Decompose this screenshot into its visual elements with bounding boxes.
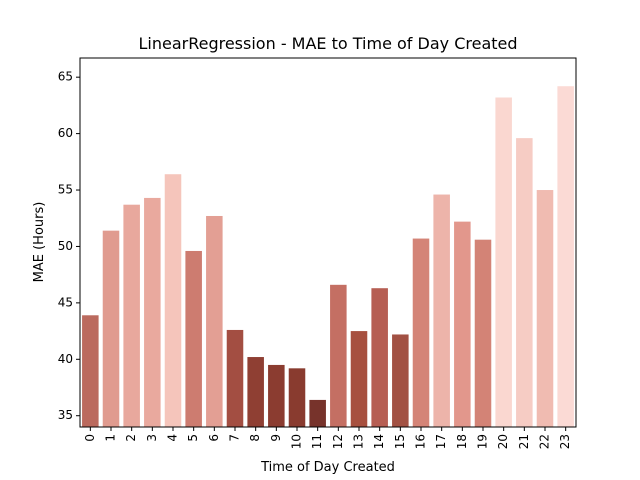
x-tick-label: 23 <box>558 434 572 449</box>
x-tick-label: 4 <box>166 434 180 442</box>
x-tick-label: 20 <box>496 434 510 449</box>
chart-title: LinearRegression - MAE to Time of Day Cr… <box>138 34 517 53</box>
y-tick-label: 55 <box>58 183 73 197</box>
x-tick-label: 14 <box>372 434 386 449</box>
x-tick-label: 13 <box>352 434 366 449</box>
bar-12 <box>330 284 347 427</box>
x-tick-label: 6 <box>207 434 221 442</box>
y-tick-label: 60 <box>58 126 73 140</box>
x-tick-label: 5 <box>186 434 200 442</box>
x-tick-label: 15 <box>393 434 407 449</box>
bar-19 <box>474 239 492 427</box>
x-tick-label: 2 <box>124 434 138 442</box>
bar-3 <box>144 197 161 427</box>
bar-8 <box>247 357 264 427</box>
x-tick-label: 3 <box>145 434 159 442</box>
x-tick-label: 8 <box>248 434 262 442</box>
bar-14 <box>371 288 388 427</box>
x-tick-label: 7 <box>228 434 242 442</box>
bar-10 <box>288 368 306 427</box>
y-axis-label: MAE (Hours) <box>32 202 47 283</box>
bar-4 <box>164 174 182 427</box>
y-tick-label: 50 <box>58 239 73 253</box>
x-tick-label: 10 <box>290 434 304 449</box>
bar-2 <box>123 204 140 427</box>
x-tick-label: 1 <box>104 434 118 442</box>
bar-22 <box>536 190 554 427</box>
x-tick-label: 11 <box>310 434 324 449</box>
x-axis-label: Time of Day Created <box>260 460 395 475</box>
bar-16 <box>412 238 430 427</box>
x-tick-label: 17 <box>434 434 448 449</box>
plot-frame <box>79 57 577 428</box>
x-tick-label: 18 <box>455 434 469 449</box>
bar-11 <box>309 399 326 427</box>
bar-6 <box>206 215 223 427</box>
bar-13 <box>350 331 368 427</box>
bar-21 <box>516 138 533 427</box>
bar-20 <box>495 97 512 427</box>
bar-7 <box>226 329 244 427</box>
x-tick-label: 16 <box>414 434 428 449</box>
x-tick-label: 12 <box>331 434 345 449</box>
x-tick-label: 22 <box>538 434 552 449</box>
bar-18 <box>454 221 471 427</box>
y-tick-label: 65 <box>58 70 73 84</box>
x-tick-label: 21 <box>517 434 531 449</box>
y-tick-label: 40 <box>58 352 73 366</box>
bar-9 <box>268 364 285 427</box>
bar-17 <box>433 194 450 427</box>
x-tick-label: 9 <box>269 434 283 442</box>
x-tick-label: 0 <box>83 434 97 442</box>
y-tick-label: 35 <box>58 408 73 422</box>
bars-group <box>82 86 574 428</box>
bar-1 <box>102 230 120 427</box>
y-axis-ticks: 35 40 45 50 55 60 65 <box>58 70 80 422</box>
bar-0 <box>82 315 99 427</box>
x-axis-ticks: 0 1 2 3 4 5 6 7 8 9 10 11 12 13 14 15 16 17 18 19 20 21 22 23 <box>83 427 572 449</box>
bar-23 <box>557 86 574 428</box>
bar-5 <box>185 250 202 427</box>
x-tick-label: 19 <box>476 434 490 449</box>
bar-15 <box>392 334 409 427</box>
y-tick-label: 45 <box>58 295 73 309</box>
